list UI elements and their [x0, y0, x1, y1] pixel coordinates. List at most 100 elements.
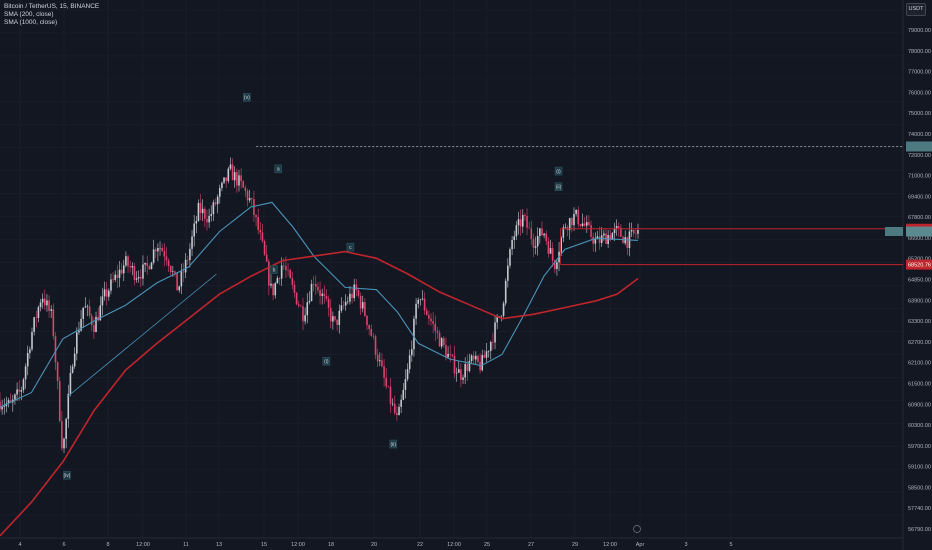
candle-body	[191, 236, 193, 249]
y-tick-label: 69400.00	[908, 194, 931, 200]
candle-body	[391, 403, 394, 405]
candle-body	[423, 298, 426, 311]
candle-body	[630, 230, 633, 232]
candle-body	[236, 172, 238, 186]
candle-body	[521, 215, 524, 227]
candle-body	[263, 241, 266, 255]
x-tick-label: 15	[261, 542, 267, 548]
candle-body	[496, 316, 498, 323]
candle-body	[58, 381, 61, 421]
candle-body	[282, 265, 285, 267]
candle-body	[609, 235, 612, 240]
candle-body	[140, 276, 142, 279]
candle-body	[396, 413, 398, 416]
level-tag	[906, 259, 932, 270]
y-tick-label: 63900.00	[908, 298, 931, 304]
candle-body	[353, 284, 356, 299]
candle-body	[52, 309, 55, 337]
candle-body	[41, 298, 44, 303]
candle-body	[370, 328, 373, 336]
candle-body	[425, 310, 428, 315]
candle-body	[0, 401, 1, 410]
candle-body	[385, 377, 388, 387]
candle-body	[364, 302, 366, 316]
current-price-tag	[906, 226, 932, 237]
candle-body	[167, 260, 170, 266]
candle-body	[287, 270, 289, 271]
candle-body	[240, 175, 242, 182]
candle-body	[547, 241, 550, 254]
candle-body	[9, 400, 12, 403]
y-axis-panel	[903, 0, 932, 550]
candle-body	[193, 223, 195, 237]
candle-body	[415, 303, 417, 319]
candle-body	[588, 222, 590, 225]
candle-body	[238, 175, 240, 186]
candle-body	[613, 228, 616, 234]
candle-body	[180, 271, 183, 287]
candle-body	[357, 289, 360, 296]
y-tick-label: 64850.00	[908, 278, 931, 284]
candle-body	[598, 236, 601, 243]
candle-body	[449, 353, 452, 355]
candle-body	[411, 349, 413, 356]
candle-body	[246, 190, 249, 201]
candle-body	[344, 301, 347, 306]
y-tick-label: 74000.00	[908, 132, 931, 138]
candle-body	[308, 301, 311, 303]
candle-body	[161, 247, 163, 252]
candle-body	[470, 355, 473, 361]
y-tick-label: 76000.00	[908, 90, 931, 96]
candle-body	[421, 298, 424, 300]
candle-body	[261, 232, 264, 242]
candle-body	[376, 354, 379, 362]
candle-body	[54, 336, 57, 363]
candle-body	[366, 315, 368, 326]
candle-body	[135, 278, 138, 280]
candle-body	[78, 330, 80, 333]
candle-body	[84, 306, 87, 308]
candle-body	[374, 336, 377, 355]
candle-body	[152, 249, 155, 263]
y-tick-label: 58500.00	[908, 485, 931, 491]
candle-body	[116, 274, 119, 278]
candle-body	[82, 307, 85, 319]
wave-label: (ii)	[556, 185, 562, 191]
x-tick-label: 11	[183, 542, 189, 548]
y-tick-label: 62700.00	[908, 340, 931, 346]
candle-body	[18, 389, 21, 392]
candle-body	[455, 372, 458, 374]
candle-body	[528, 227, 530, 229]
candle-body	[329, 307, 332, 322]
candle-body	[61, 420, 63, 449]
y-tick-label: 78000.00	[908, 49, 931, 55]
candle-body	[276, 278, 279, 284]
candle-body	[334, 316, 336, 320]
candle-body	[210, 214, 213, 216]
candle-body	[317, 286, 319, 291]
x-tick-label: 4	[18, 542, 21, 548]
candle-body	[289, 270, 291, 279]
candle-body	[347, 301, 349, 303]
candle-body	[103, 289, 106, 297]
candle-body	[295, 292, 298, 305]
candle-body	[201, 208, 204, 214]
candle-body	[603, 233, 605, 236]
currency-button[interactable]: USDT	[906, 3, 926, 16]
candle-body	[413, 318, 415, 350]
candle-body	[133, 266, 136, 280]
wave-label: (i)	[556, 169, 561, 175]
candle-body	[5, 403, 8, 407]
candle-body	[434, 323, 437, 331]
candle-body	[419, 299, 422, 301]
candle-body	[485, 351, 488, 358]
candle-body	[453, 355, 456, 374]
candle-body	[244, 187, 247, 191]
candle-body	[33, 317, 35, 332]
x-tick-label: 12:00	[603, 542, 617, 548]
candle-body	[214, 202, 217, 205]
candle-body	[327, 298, 330, 308]
wave-label-box	[322, 357, 331, 366]
candle-body	[568, 218, 571, 231]
